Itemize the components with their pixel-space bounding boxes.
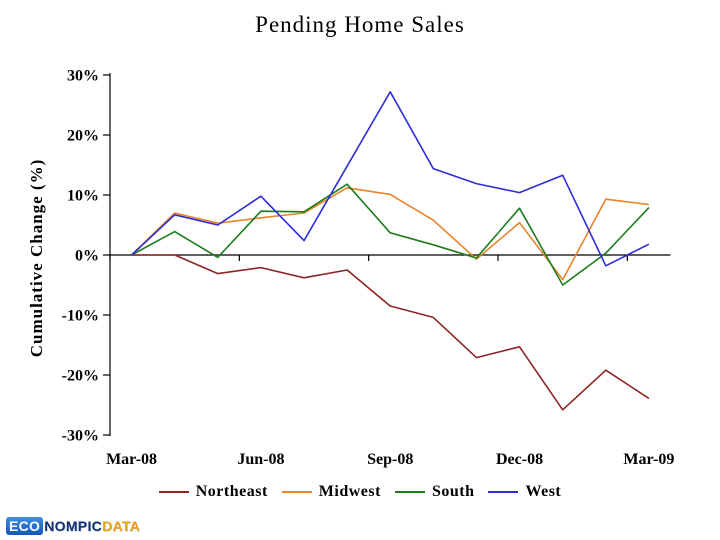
legend-item-south: South [394,483,475,501]
y-tick-label: -20% [62,368,99,385]
midwest-line-swatch [281,491,312,493]
logo-eco-badge: ECO [6,517,44,535]
northeast-line-swatch [158,491,189,493]
legend-label-northeast: Northeast [195,483,268,500]
legend-item-midwest: Midwest [281,483,381,501]
series-line-northeast [131,254,650,411]
series-line-midwest [131,187,649,281]
series-line-south [131,183,650,286]
chart-title: Pending Home Sales [255,12,465,37]
y-tick-label: -10% [62,308,99,325]
x-tick-label: Mar-08 [106,451,157,468]
x-tick-label: Jun-08 [237,451,284,468]
y-tick-label: 10% [67,188,99,205]
y-tick-label: 20% [67,128,99,145]
legend-item-northeast: Northeast [158,483,268,501]
y-axis-title: Cumulative Change (%) [27,159,46,358]
y-tick-label: 30% [67,68,99,85]
logo-nompic-text: NOMPIC [44,518,103,534]
series-line-west [131,91,650,267]
y-tick-label: 0% [75,248,99,265]
x-tick-label: Sep-08 [367,451,413,468]
econompicdata-logo: ECO NOMPIC DATA [6,517,140,535]
legend-label-midwest: Midwest [318,483,381,500]
south-line-swatch [394,491,425,493]
legend-label-south: South [431,483,475,500]
y-tick-label: -30% [62,428,99,445]
chart-legend: Northeast Midwest South West [0,483,720,501]
x-tick-label: Dec-08 [496,451,543,468]
x-tick-label: Mar-09 [623,451,674,468]
legend-label-west: West [525,483,562,500]
legend-item-west: West [488,483,561,501]
west-line-swatch [488,491,519,493]
logo-data-text: DATA [102,518,141,534]
